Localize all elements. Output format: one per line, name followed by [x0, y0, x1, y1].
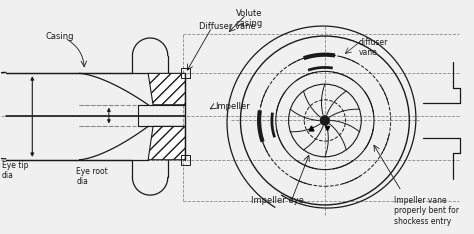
Text: Impeller eye: Impeller eye: [251, 196, 304, 205]
Polygon shape: [148, 126, 185, 160]
Text: Impeller vane
properly bent for
shockess entry: Impeller vane properly bent for shockess…: [393, 196, 459, 226]
Circle shape: [320, 116, 330, 125]
Text: Casing: Casing: [45, 32, 73, 40]
Bar: [181, 155, 191, 165]
Text: Diffuser vane: Diffuser vane: [199, 22, 256, 31]
Bar: [181, 68, 191, 78]
Text: Impeller: Impeller: [215, 102, 250, 111]
Polygon shape: [148, 73, 185, 105]
Text: Eye root
dia: Eye root dia: [76, 167, 108, 186]
Text: Volute
casing: Volute casing: [236, 9, 263, 28]
Text: diffuser
vane: diffuser vane: [358, 38, 388, 57]
Text: Eye tip
dia: Eye tip dia: [2, 161, 28, 180]
